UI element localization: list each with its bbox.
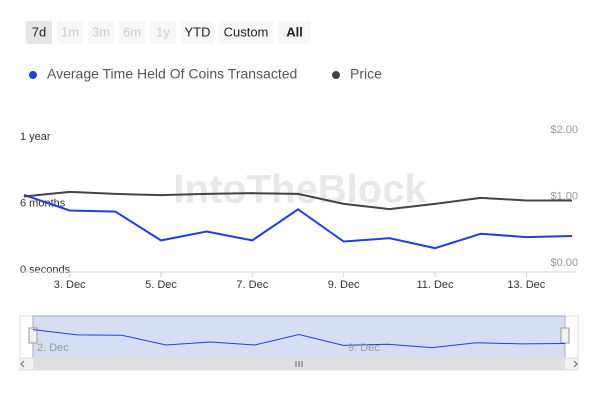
series-line [23,190,572,211]
y-tick-label: 1 year [20,131,51,143]
range-button-label[interactable]: 6m [123,24,141,39]
range-button[interactable] [181,21,214,44]
range-button-label[interactable]: 3m [92,24,110,39]
range-button-label[interactable]: All [286,24,303,39]
navigator-label: 9. Dec [348,342,380,354]
x-tick-label: 3. Dec [54,279,86,291]
x-tick-label: 11. Dec [416,279,454,291]
navigator-label: 2. Dec [37,342,69,354]
scrollbar-grip [295,361,303,367]
range-button[interactable] [278,21,311,44]
range-button-label[interactable]: 1m [61,24,79,39]
range-button[interactable] [88,21,114,44]
range-button[interactable] [26,21,52,44]
x-tick-label: 5. Dec [145,279,177,291]
range-button[interactable] [57,21,83,44]
x-tick-label: 9. Dec [328,279,360,291]
x-tick-label: 7. Dec [236,279,268,291]
y-tick-label: 6 months [20,197,66,209]
legend-label[interactable]: Average Time Held Of Coins Transacted [47,66,297,82]
navigator-selection[interactable] [32,315,566,361]
scrollbar-arrows[interactable] [20,360,578,368]
legend-marker[interactable] [332,71,340,79]
range-button[interactable] [150,21,176,44]
navigator-line [32,329,566,349]
range-button[interactable] [119,21,145,44]
y2-tick-label: $1.00 [550,190,578,202]
range-button[interactable] [219,21,273,44]
x-tick-label: 13. Dec [507,279,545,291]
y2-tick-label: $2.00 [550,124,578,136]
range-button-label[interactable]: Custom [224,24,269,39]
watermark: IntoTheBlock [173,168,427,212]
y-tick-label: 0 seconds [20,264,71,276]
legend-marker[interactable] [29,71,37,79]
range-button-label[interactable]: 7d [32,24,46,39]
y2-tick-label: $0.00 [550,257,578,269]
navigator-handle[interactable] [560,327,570,344]
range-button-label[interactable]: 1y [156,24,170,39]
legend-label[interactable]: Price [350,66,382,82]
navigator-handle[interactable] [28,327,38,344]
range-button-label[interactable]: YTD [185,24,211,39]
series-line [23,194,573,250]
